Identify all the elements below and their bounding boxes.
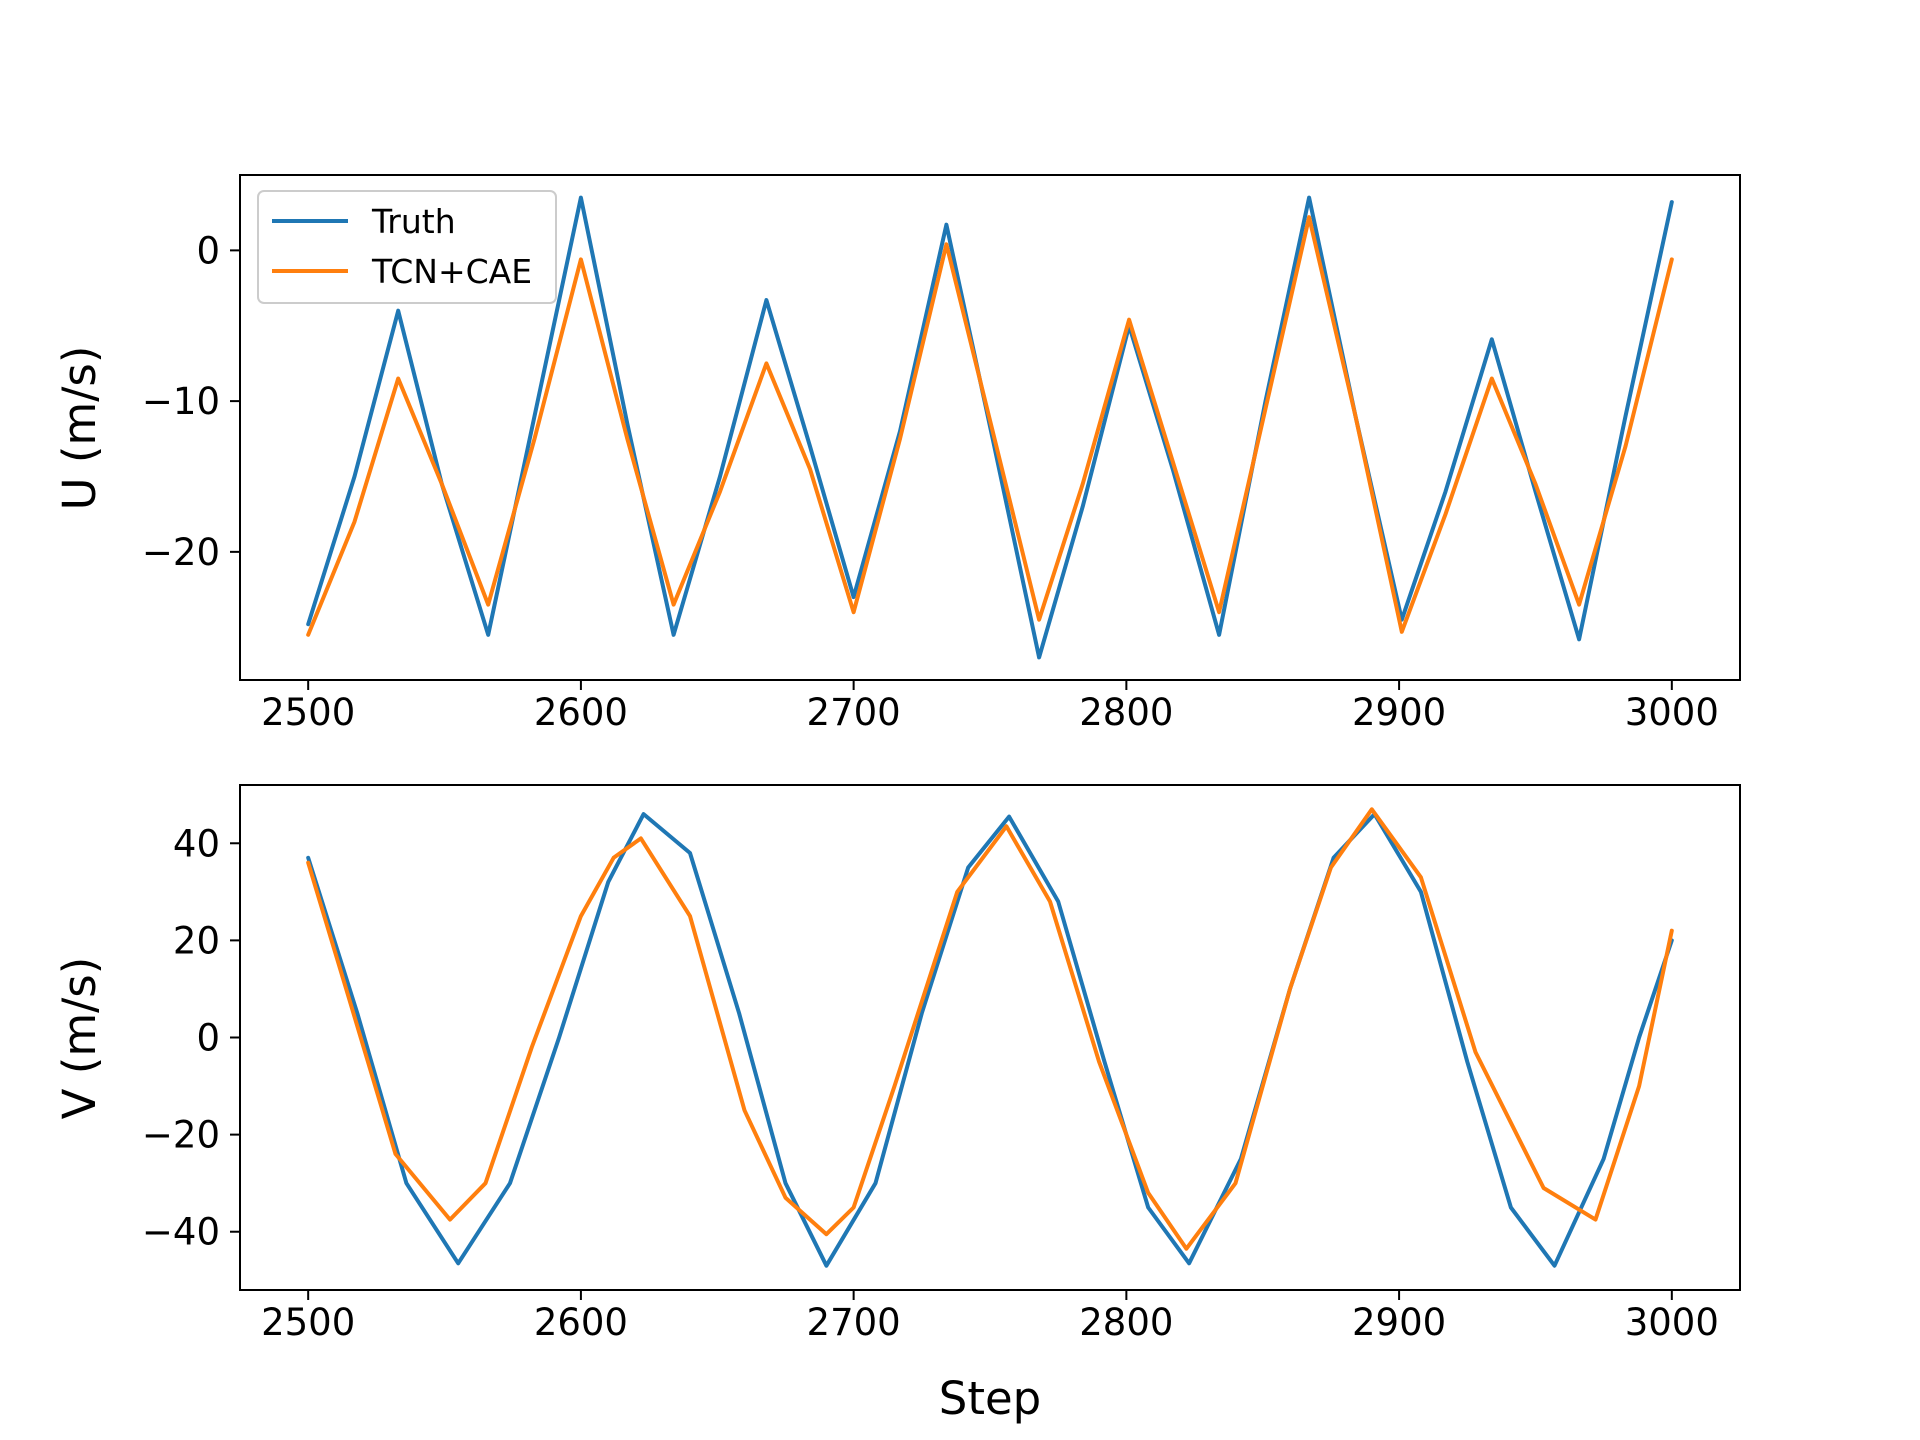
u-x-tick-label: 2600	[534, 691, 628, 734]
u-y-tick-label: 0	[196, 229, 220, 272]
v-x-tick-label: 2600	[534, 1301, 628, 1344]
v-y-tick-label: 0	[196, 1017, 220, 1060]
v-x-tick-label: 2900	[1352, 1301, 1446, 1344]
u-y-tick-label: −20	[142, 531, 220, 574]
v-y-tick-label: −40	[142, 1211, 220, 1254]
u-series-group	[306, 195, 1674, 660]
v-x-ticks: 2500 2600 2700 2800 2900 3000	[261, 1290, 1719, 1344]
v-y-ticks: 40 20 0 −20 −40	[142, 822, 240, 1254]
u-y-ticks: 0 −10 −20	[142, 229, 240, 574]
v-series-line-tcn-cae	[306, 807, 1674, 1251]
u-x-ticks: 2500 2600 2700 2800 2900 3000	[261, 680, 1719, 734]
u-axes-frame	[239, 174, 1741, 681]
v-series-group	[306, 807, 1674, 1268]
v-x-tick-label: 3000	[1625, 1301, 1719, 1344]
legend-label-tcn-cae: TCN+CAE	[371, 252, 532, 291]
v-y-tick-label: −20	[142, 1114, 220, 1157]
u-series-line-tcn-cae	[306, 215, 1674, 637]
v-x-tick-label: 2800	[1079, 1301, 1173, 1344]
v-x-tick-label: 2500	[261, 1301, 355, 1344]
u-y-tick-label: −10	[142, 380, 220, 423]
v-series-line-truth	[306, 812, 1674, 1268]
v-velocity-panel: 2500 2600 2700 2800 2900 3000 40 20 0 −20 −40 V (…	[53, 784, 1741, 1425]
u-x-tick-label: 2800	[1079, 691, 1173, 734]
u-y-axis-title: U (m/s)	[53, 346, 106, 511]
x-axis-title: Step	[939, 1372, 1041, 1425]
v-y-axis-title: V (m/s)	[53, 957, 106, 1120]
u-velocity-panel: 2500 2600 2700 2800 2900 3000 0 −10 −20 U (m/s)…	[53, 174, 1741, 734]
legend-label-truth: Truth	[371, 202, 456, 241]
u-legend: Truth TCN+CAE	[257, 190, 557, 304]
v-y-tick-label: 40	[173, 822, 220, 865]
u-x-tick-label: 2500	[261, 691, 355, 734]
v-y-tick-label: 20	[173, 919, 220, 962]
u-x-tick-label: 2900	[1352, 691, 1446, 734]
u-x-tick-label: 2700	[807, 691, 901, 734]
u-x-tick-label: 3000	[1625, 691, 1719, 734]
v-x-tick-label: 2700	[807, 1301, 901, 1344]
